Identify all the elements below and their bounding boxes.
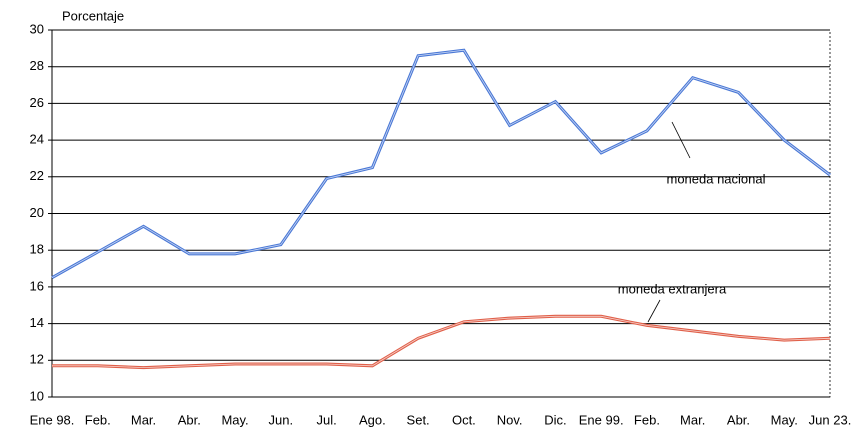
y-tick-label: 26 — [30, 95, 44, 110]
series-label: moneda extranjera — [618, 281, 727, 296]
x-tick-label: Ene 99. — [579, 412, 624, 427]
x-tick-label: Abr. — [178, 412, 201, 427]
x-tick-label: Ene 98. — [30, 412, 75, 427]
x-tick-label: May. — [221, 412, 248, 427]
y-tick-label: 20 — [30, 205, 44, 220]
y-axis-title: Porcentaje — [62, 8, 124, 23]
x-tick-label: Jun 23. — [809, 412, 852, 427]
x-tick-label: Set. — [407, 412, 430, 427]
y-tick-label: 28 — [30, 58, 44, 73]
y-tick-label: 18 — [30, 242, 44, 257]
x-tick-label: Feb. — [634, 412, 660, 427]
line-series-highlight — [52, 315, 831, 369]
x-tick-label: Dic. — [544, 412, 566, 427]
x-tick-label: May. — [771, 412, 798, 427]
x-tick-label: Ago. — [359, 412, 386, 427]
y-tick-label: 14 — [30, 315, 44, 330]
x-tick-label: Mar. — [680, 412, 705, 427]
x-tick-label: Nov. — [497, 412, 523, 427]
y-tick-label: 24 — [30, 132, 44, 147]
y-tick-label: 10 — [30, 388, 44, 403]
x-tick-label: Mar. — [131, 412, 156, 427]
y-tick-label: 30 — [30, 21, 44, 36]
annotation-leader — [647, 299, 661, 323]
x-tick-label: Oct. — [452, 412, 476, 427]
y-tick-label: 16 — [30, 278, 44, 293]
x-tick-label: Feb. — [85, 412, 111, 427]
line-series-highlight — [51, 49, 831, 279]
y-tick-label: 12 — [30, 352, 44, 367]
x-tick-label: Abr. — [727, 412, 750, 427]
x-tick-label: Jun. — [269, 412, 294, 427]
y-tick-label: 22 — [30, 168, 44, 183]
x-tick-label: Jul. — [316, 412, 336, 427]
series-label: moneda nacional — [666, 171, 765, 186]
